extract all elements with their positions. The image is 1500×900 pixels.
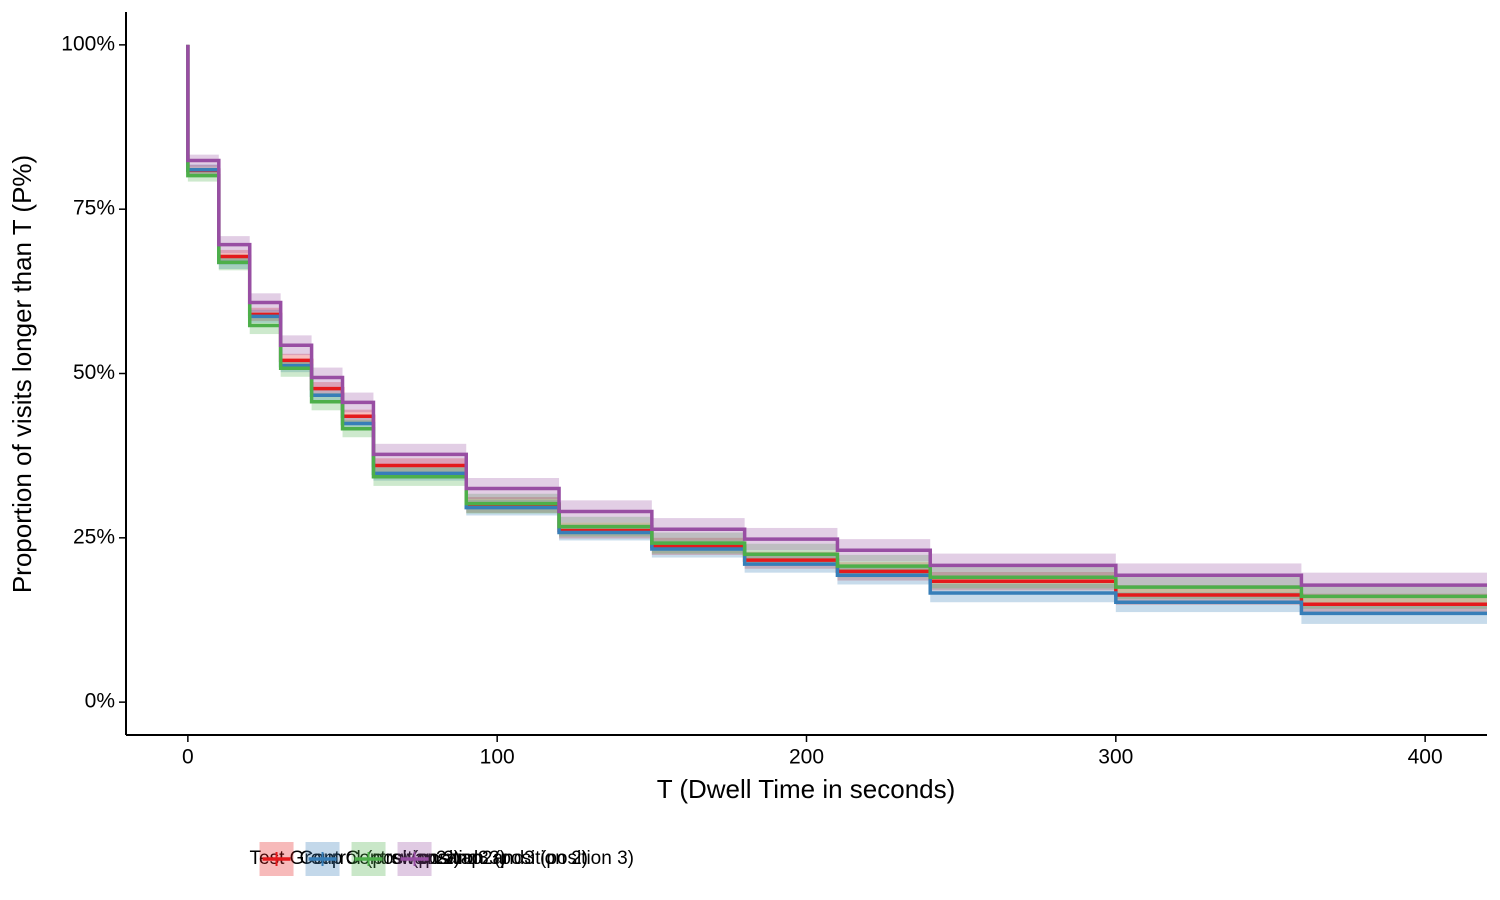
survival-line — [186, 44, 1487, 606]
x-tick-label: 200 — [789, 746, 824, 769]
legend-label: swap2and3 (position 2) — [392, 848, 588, 869]
y-axis-title: Proportion of visits longer than T (P%) — [7, 155, 37, 593]
y-tick-label: 0% — [85, 690, 115, 713]
y-tick-label: 50% — [73, 361, 115, 384]
x-tick-label: 0 — [182, 746, 194, 769]
x-tick-label: 300 — [1098, 746, 1133, 769]
legend-label: swap2and3 (position 3) — [438, 848, 634, 869]
legend-title: Test Group — [250, 848, 343, 869]
x-tick-label: 400 — [1408, 746, 1443, 769]
axes: 0% 25% 50% 75% 100% 0 100 200 300 400 — [61, 12, 1487, 769]
y-tick-label: 75% — [73, 197, 115, 220]
survival-line — [186, 44, 1487, 599]
x-tick-label: 100 — [480, 746, 515, 769]
plot-area — [186, 44, 1487, 624]
y-tick-label: 100% — [61, 32, 115, 55]
y-tick-label: 25% — [73, 525, 115, 548]
x-axis-title: T (Dwell Time in seconds) — [657, 774, 956, 804]
survival-line — [186, 44, 1487, 587]
